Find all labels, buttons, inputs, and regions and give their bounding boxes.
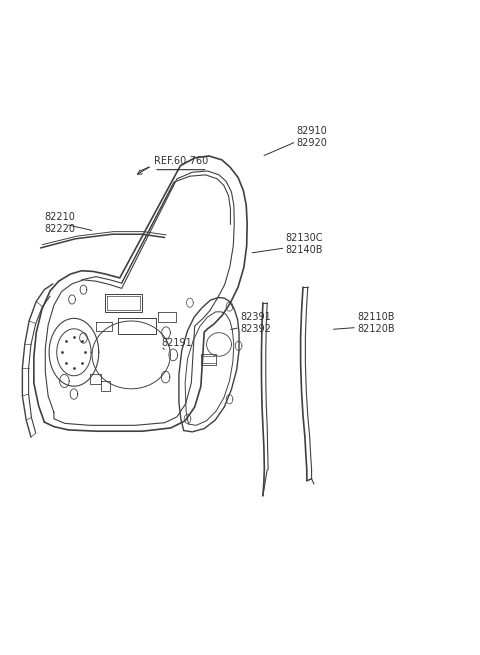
Text: 82910
82920: 82910 82920	[296, 126, 327, 148]
Text: 82191: 82191	[161, 337, 192, 348]
Text: 82110B
82120B: 82110B 82120B	[357, 312, 395, 334]
Text: REF.60-760: REF.60-760	[154, 156, 208, 166]
Text: 82210
82220: 82210 82220	[44, 212, 75, 234]
Text: 82130C
82140B: 82130C 82140B	[285, 233, 323, 255]
Text: 82391
82392: 82391 82392	[240, 312, 271, 334]
